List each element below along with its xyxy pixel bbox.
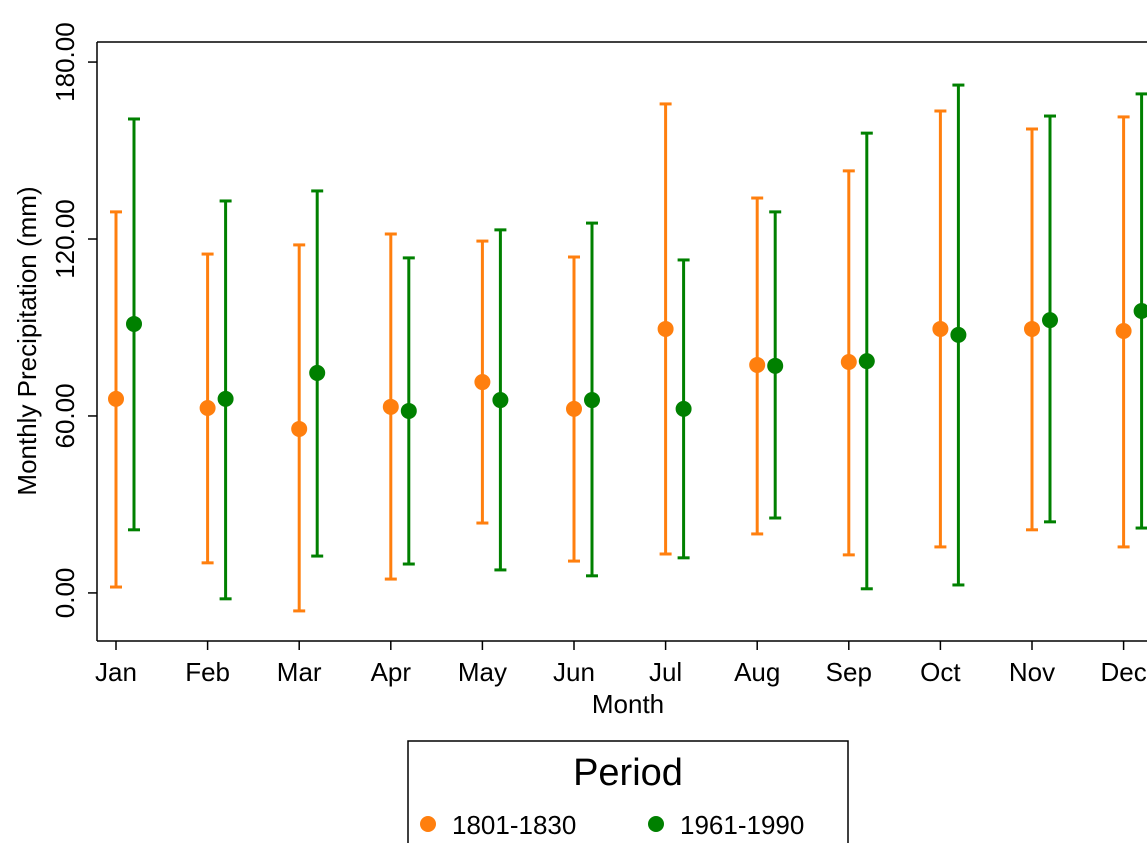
point [675, 400, 692, 417]
y-tick-label: 180.00 [50, 22, 80, 102]
point [400, 402, 417, 419]
legend-label: 1961-1990 [680, 810, 804, 840]
point [217, 390, 234, 407]
x-axis-title: Month [592, 689, 664, 719]
point [932, 320, 949, 337]
x-tick-label: Nov [1009, 657, 1055, 687]
point [858, 353, 875, 370]
point [382, 398, 399, 415]
x-tick-label: Oct [920, 657, 961, 687]
x-tick-label: May [458, 657, 507, 687]
point [1042, 312, 1058, 329]
point [199, 400, 216, 417]
x-tick-label: Mar [277, 657, 322, 687]
legend-marker [420, 816, 436, 832]
point [1133, 302, 1147, 319]
point [950, 326, 967, 343]
point [126, 315, 142, 332]
x-tick-label: Apr [371, 657, 412, 687]
x-tick-label: Feb [185, 657, 230, 687]
legend-marker [648, 816, 664, 832]
point [309, 364, 326, 381]
point [767, 357, 784, 374]
point [1024, 320, 1040, 337]
y-axis-title: Monthly Precipitation (mm) [12, 186, 42, 495]
point [474, 374, 491, 391]
x-tick-label: Jan [95, 657, 137, 687]
x-tick-label: Aug [734, 657, 780, 687]
x-tick-label: Dec [1100, 657, 1146, 687]
point [108, 390, 124, 407]
y-tick-label: 120.00 [50, 199, 80, 279]
point [291, 420, 308, 437]
point [749, 356, 766, 373]
legend-title: Period [573, 752, 683, 794]
x-tick-label: Sep [826, 657, 872, 687]
point [584, 392, 600, 409]
point [566, 400, 582, 417]
legend-box [407, 740, 849, 843]
point [657, 320, 674, 337]
y-tick-label: 0.00 [50, 568, 80, 619]
point [840, 353, 857, 370]
x-tick-label: Jul [649, 657, 682, 687]
x-tick-label: Jun [553, 657, 595, 687]
legend-label: 1801-1830 [452, 810, 576, 840]
point [492, 392, 509, 409]
y-tick-label: 60.00 [50, 383, 80, 448]
point [1115, 323, 1132, 340]
